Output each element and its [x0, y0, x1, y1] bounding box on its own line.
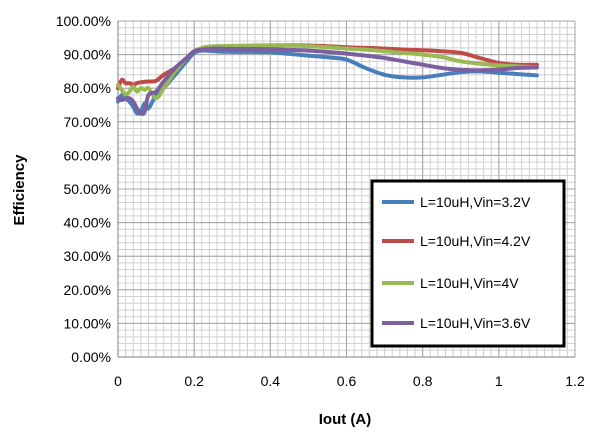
y-tick-label: 60.00% — [64, 147, 111, 163]
x-tick-label: 0.2 — [184, 373, 204, 389]
y-tick-label: 80.00% — [64, 80, 111, 96]
y-tick-label: 90.00% — [64, 47, 111, 63]
y-tick-label: 50.00% — [64, 181, 111, 197]
x-tick-label: 0.6 — [337, 373, 357, 389]
series-line-1 — [116, 48, 539, 116]
series-line-4 — [116, 46, 539, 116]
x-tick-label: 0 — [114, 373, 122, 389]
axes — [117, 21, 575, 358]
legend-label-2: L=10uH,Vin=4.2V — [420, 233, 531, 249]
y-tick-label: 30.00% — [64, 248, 111, 264]
x-axis-title: Iout (A) — [319, 411, 371, 428]
x-tick-label: 0.8 — [413, 373, 433, 389]
x-tick-label: 1.2 — [565, 373, 585, 389]
y-tick-label: 0.00% — [71, 349, 111, 365]
y-tick-label: 70.00% — [64, 114, 111, 130]
legend: L=10uH,Vin=3.2V L=10uH,Vin=4.2V L=10uH,Vin… — [370, 179, 566, 348]
x-tick-labels: 0 0.2 0.4 0.6 0.8 1 1.2 — [114, 373, 585, 389]
y-axis-title: Efficiency — [11, 154, 28, 226]
y-tick-label: 100.00% — [56, 13, 111, 29]
legend-label-3: L=10uH,Vin=4V — [420, 275, 519, 291]
series-line-3 — [116, 43, 539, 101]
legend-label-4: L=10uH,Vin=3.6V — [420, 315, 531, 331]
legend-label-1: L=10uH,Vin=3.2V — [420, 194, 531, 210]
x-tick-label: 1 — [495, 373, 503, 389]
legend-box — [370, 179, 566, 348]
y-tick-label: 20.00% — [64, 282, 111, 298]
y-tick-label: 40.00% — [64, 215, 111, 231]
y-tick-label: 10.00% — [64, 315, 111, 331]
x-tick-label: 0.4 — [261, 373, 281, 389]
y-tick-labels: 0.00% 10.00% 20.00% 30.00% 40.00% 50.00% 60.00… — [56, 13, 111, 365]
series-lines — [116, 43, 539, 116]
